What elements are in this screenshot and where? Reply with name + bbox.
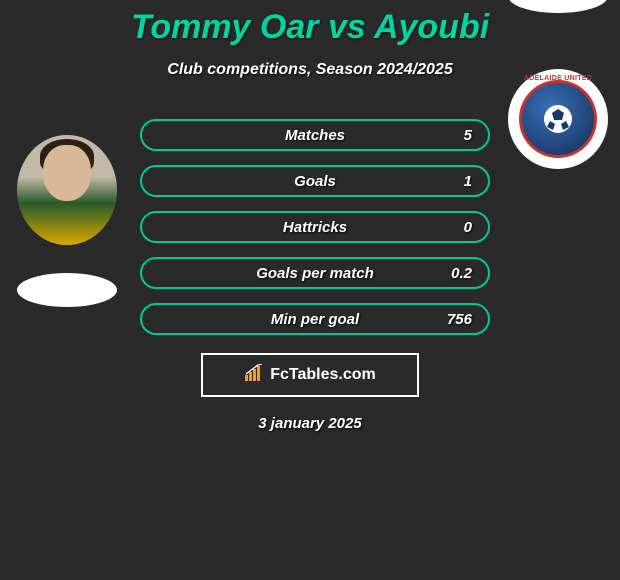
stat-row-min-per-goal: Min per goal 756 — [140, 303, 490, 335]
soccer-ball-icon — [538, 99, 578, 139]
stat-row-hattricks: Hattricks 0 — [140, 211, 490, 243]
stat-row-goals-per-match: Goals per match 0.2 — [140, 257, 490, 289]
stat-label: Min per goal — [196, 311, 434, 328]
main-row: Matches 5 Goals 1 Hattricks 0 Goals per … — [0, 119, 620, 335]
stat-right-value: 756 — [434, 311, 472, 328]
comparison-card: Tommy Oar vs Ayoubi Club competitions, S… — [0, 0, 620, 432]
stat-label: Goals per match — [196, 265, 434, 282]
footer-brand-box[interactable]: FcTables.com — [201, 353, 419, 397]
player-left-avatar — [17, 135, 117, 245]
avatar-placeholder — [17, 135, 117, 245]
stat-right-value: 5 — [434, 127, 472, 144]
player-right-column: ADELAIDE UNITED — [508, 119, 608, 169]
club-badge-inner — [519, 80, 597, 158]
player-left-club-badge — [17, 273, 117, 307]
player-left-column — [12, 119, 122, 307]
stat-label: Hattricks — [196, 219, 434, 236]
stat-row-matches: Matches 5 — [140, 119, 490, 151]
stat-right-value: 1 — [434, 173, 472, 190]
stat-row-goals: Goals 1 — [140, 165, 490, 197]
stat-label: Matches — [196, 127, 434, 144]
player-right-club-badge: ADELAIDE UNITED — [508, 69, 608, 169]
stats-column: Matches 5 Goals 1 Hattricks 0 Goals per … — [140, 119, 490, 335]
stat-label: Goals — [196, 173, 434, 190]
chart-icon — [244, 364, 264, 387]
page-title: Tommy Oar vs Ayoubi — [0, 8, 620, 47]
stat-right-value: 0.2 — [434, 265, 472, 282]
date-text: 3 january 2025 — [0, 415, 620, 432]
footer-brand-text: FcTables.com — [270, 366, 376, 384]
stat-right-value: 0 — [434, 219, 472, 236]
